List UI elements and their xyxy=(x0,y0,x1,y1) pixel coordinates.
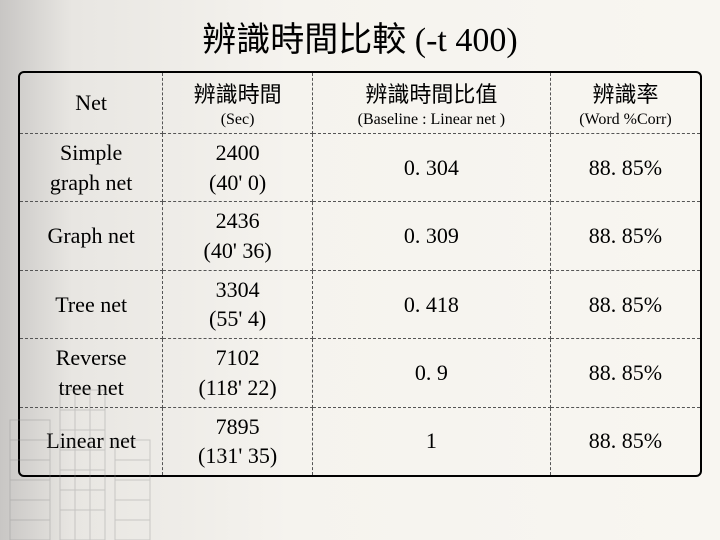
cell-ratio: 0. 304 xyxy=(312,134,550,202)
col-header-ratio: 辨識時間比值 (Baseline : Linear net ) xyxy=(312,73,550,134)
time-main: 7895 xyxy=(169,412,306,442)
col-header-time-sub: (Sec) xyxy=(169,111,306,129)
net-line1: Simple xyxy=(26,138,156,168)
cell-time: 7895 (131' 35) xyxy=(163,407,313,475)
table-row: Graph net 2436 (40' 36) 0. 309 88. 85% xyxy=(20,202,700,270)
col-header-net-label: Net xyxy=(75,90,107,115)
cell-acc: 88. 85% xyxy=(550,270,700,338)
table-row: Simple graph net 2400 (40' 0) 0. 304 88.… xyxy=(20,134,700,202)
time-main: 3304 xyxy=(169,275,306,305)
cell-net: Tree net xyxy=(20,270,163,338)
time-sub: (40' 36) xyxy=(169,236,306,266)
col-header-time: 辨識時間 (Sec) xyxy=(163,73,313,134)
time-main: 2436 xyxy=(169,206,306,236)
table-header-row: Net 辨識時間 (Sec) 辨識時間比值 (Baseline : Linear… xyxy=(20,73,700,134)
net-line2: graph net xyxy=(26,168,156,198)
col-header-ratio-label: 辨識時間比值 xyxy=(365,82,497,107)
cell-acc: 88. 85% xyxy=(550,407,700,475)
net-line1: Tree net xyxy=(26,290,156,320)
cell-ratio: 1 xyxy=(312,407,550,475)
cell-ratio: 0. 418 xyxy=(312,270,550,338)
col-header-net: Net xyxy=(20,73,163,134)
corner-decor xyxy=(0,360,180,540)
time-main: 2400 xyxy=(169,138,306,168)
net-line1: Graph net xyxy=(26,221,156,251)
time-main: 7102 xyxy=(169,343,306,373)
col-header-time-label: 辨識時間 xyxy=(194,82,282,107)
cell-acc: 88. 85% xyxy=(550,202,700,270)
cell-ratio: 0. 309 xyxy=(312,202,550,270)
cell-ratio: 0. 9 xyxy=(312,339,550,407)
cell-acc: 88. 85% xyxy=(550,339,700,407)
col-header-acc-sub: (Word %Corr) xyxy=(557,111,694,129)
cell-time: 2400 (40' 0) xyxy=(163,134,313,202)
cell-acc: 88. 85% xyxy=(550,134,700,202)
cell-time: 3304 (55' 4) xyxy=(163,270,313,338)
time-sub: (118' 22) xyxy=(169,373,306,403)
time-sub: (131' 35) xyxy=(169,441,306,471)
cell-time: 2436 (40' 36) xyxy=(163,202,313,270)
cell-net: Graph net xyxy=(20,202,163,270)
cell-time: 7102 (118' 22) xyxy=(163,339,313,407)
slide-title: 辨識時間比較 (-t 400) xyxy=(0,0,720,71)
time-sub: (55' 4) xyxy=(169,304,306,334)
col-header-acc-label: 辨識率 xyxy=(592,82,658,107)
col-header-acc: 辨識率 (Word %Corr) xyxy=(550,73,700,134)
col-header-ratio-sub: (Baseline : Linear net ) xyxy=(319,111,544,129)
table-row: Tree net 3304 (55' 4) 0. 418 88. 85% xyxy=(20,270,700,338)
time-sub: (40' 0) xyxy=(169,168,306,198)
cell-net: Simple graph net xyxy=(20,134,163,202)
